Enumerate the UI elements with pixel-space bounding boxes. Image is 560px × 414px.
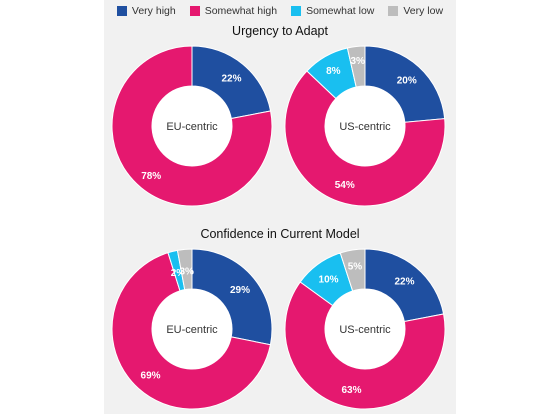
slice-label-very-low: 3% [350,56,365,67]
legend-item-very-low: Very low [388,5,443,17]
legend-label-somewhat-high: Somewhat high [204,5,278,17]
donut-chart-2: 20% 54% 8% 3% US-centric [284,45,446,207]
donut-center-label: EU-centric [166,324,218,336]
legend-item-somewhat-high: Somewhat high [189,5,278,17]
donut-hole [152,86,232,166]
legend-item-very-high: Very high [116,5,176,17]
donut-chart-3: 29% 69% 2%3% EU-centric [111,248,273,410]
section-title-confidence: Confidence in Current Model [200,227,360,241]
slice-label-somewhat-low: 10% [319,274,339,285]
slice-somewhat-high [111,252,272,410]
legend-swatch-very-high [116,6,127,16]
slice-label-very-low: 5% [348,261,363,272]
slice-label-somewhat-low: 2% [171,268,186,279]
donut-chart-1: 22% 78% EU-centric [111,45,273,207]
slice-label-very-high: 20% [397,76,417,87]
slice-label-somewhat-high: 54% [335,180,355,191]
donut-center-label: US-centric [339,121,391,133]
donut-hole [325,86,405,166]
donut-center-label: US-centric [339,324,391,336]
legend-label-very-low: Very low [403,5,444,17]
slice-label-very-high: 22% [222,74,242,85]
legend-item-somewhat-low: Somewhat low [291,5,374,17]
legend: Very high Somewhat high Somewhat low Ver… [104,5,456,17]
slice-label-somewhat-high: 63% [341,385,361,396]
donut-center-label: EU-centric [166,121,218,133]
donut-hole [325,289,405,369]
legend-swatch-somewhat-low [291,6,302,16]
slice-label-somewhat-high: 78% [141,171,161,182]
legend-swatch-very-low [388,6,399,16]
slice-label-very-high: 22% [395,277,415,288]
donut-hole [152,289,232,369]
legend-swatch-somewhat-high [189,6,200,16]
legend-label-somewhat-low: Somewhat low [306,5,375,17]
slice-label-very-low: 3% [179,267,194,278]
slice-label-very-high: 29% [230,285,250,296]
slice-label-somewhat-low: 8% [326,66,341,77]
slice-label-somewhat-high: 69% [141,371,161,382]
section-title-urgency: Urgency to Adapt [232,24,328,38]
donut-chart-4: 22% 63% 10% 5% US-centric [284,248,446,410]
legend-label-very-high: Very high [131,5,176,17]
